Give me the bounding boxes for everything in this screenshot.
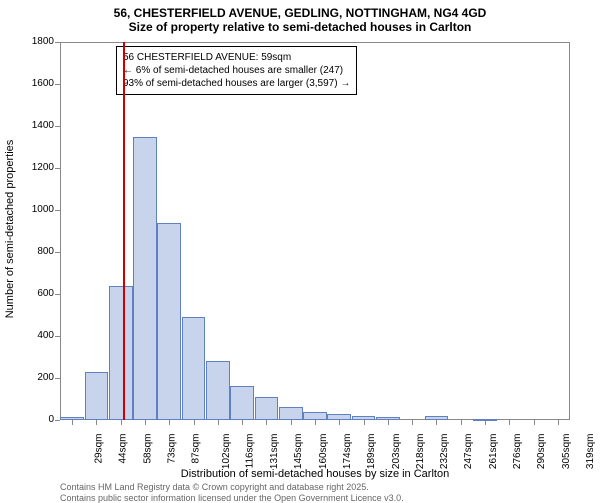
x-tick xyxy=(121,420,122,425)
chart-title-sub: Size of property relative to semi-detach… xyxy=(0,20,600,34)
x-tick xyxy=(96,420,97,425)
x-tick-label: 203sqm xyxy=(391,434,402,470)
x-tick xyxy=(558,420,559,425)
y-tick xyxy=(55,378,60,379)
histogram-bar xyxy=(206,361,230,420)
x-tick-label: 218sqm xyxy=(415,434,426,470)
x-tick-label: 174sqm xyxy=(342,434,353,470)
x-tick-label: 290sqm xyxy=(536,434,547,470)
y-tick xyxy=(55,84,60,85)
x-tick xyxy=(145,420,146,425)
y-tick-label: 1600 xyxy=(22,78,54,89)
x-tick-label: 319sqm xyxy=(585,434,596,470)
histogram-bar xyxy=(230,386,254,420)
y-tick xyxy=(55,252,60,253)
x-tick xyxy=(461,420,462,425)
y-tick xyxy=(55,126,60,127)
x-tick xyxy=(218,420,219,425)
x-tick xyxy=(388,420,389,425)
x-tick-label: 29sqm xyxy=(94,434,105,464)
y-tick xyxy=(55,336,60,337)
histogram-bar xyxy=(85,372,109,420)
histogram-bar xyxy=(109,286,133,420)
x-tick-label: 189sqm xyxy=(366,434,377,470)
x-axis-label: Distribution of semi-detached houses by … xyxy=(60,468,570,480)
histogram-bar xyxy=(157,223,181,420)
y-tick-label: 600 xyxy=(22,288,54,299)
x-tick xyxy=(266,420,267,425)
annotation-line1: 56 CHESTERFIELD AVENUE: 59sqm xyxy=(123,51,350,64)
x-tick xyxy=(315,420,316,425)
y-tick xyxy=(55,420,60,421)
y-tick-label: 1000 xyxy=(22,204,54,215)
x-tick xyxy=(364,420,365,425)
x-tick xyxy=(169,420,170,425)
x-tick-label: 116sqm xyxy=(244,434,255,469)
x-tick xyxy=(291,420,292,425)
annotation-line2: ← 6% of semi-detached houses are smaller… xyxy=(123,64,350,77)
histogram-bar xyxy=(133,137,157,421)
histogram-bar xyxy=(303,412,327,420)
annotation-box: 56 CHESTERFIELD AVENUE: 59sqm ← 6% of se… xyxy=(116,46,357,95)
x-tick-label: 145sqm xyxy=(294,434,305,470)
x-tick xyxy=(534,420,535,425)
chart-title-main: 56, CHESTERFIELD AVENUE, GEDLING, NOTTIN… xyxy=(0,0,600,20)
y-tick xyxy=(55,42,60,43)
x-tick xyxy=(194,420,195,425)
x-tick-label: 44sqm xyxy=(118,434,129,464)
footer-line1: Contains HM Land Registry data © Crown c… xyxy=(60,482,369,492)
x-tick-label: 87sqm xyxy=(191,434,202,464)
x-tick-label: 131sqm xyxy=(269,434,280,470)
histogram-bar xyxy=(279,407,303,420)
annotation-line3: 93% of semi-detached houses are larger (… xyxy=(123,77,350,90)
x-tick-label: 73sqm xyxy=(167,434,178,464)
y-tick xyxy=(55,294,60,295)
y-tick-label: 800 xyxy=(22,246,54,257)
y-tick-label: 1800 xyxy=(22,36,54,47)
x-tick-label: 232sqm xyxy=(439,434,450,470)
x-tick xyxy=(242,420,243,425)
y-tick xyxy=(55,210,60,211)
reference-line xyxy=(123,42,125,420)
x-tick-label: 305sqm xyxy=(561,434,572,470)
x-tick-label: 261sqm xyxy=(488,434,499,470)
y-tick xyxy=(55,168,60,169)
x-tick-label: 276sqm xyxy=(512,434,523,470)
x-tick xyxy=(485,420,486,425)
chart-container: 56, CHESTERFIELD AVENUE, GEDLING, NOTTIN… xyxy=(0,0,600,500)
x-tick xyxy=(339,420,340,425)
y-tick-label: 0 xyxy=(22,414,54,425)
y-axis-label: Number of semi-detached properties xyxy=(4,129,16,329)
y-tick-label: 400 xyxy=(22,330,54,341)
x-tick-label: 160sqm xyxy=(318,434,329,470)
footer-line2: Contains public sector information licen… xyxy=(60,493,404,503)
y-tick-label: 1200 xyxy=(22,162,54,173)
x-tick xyxy=(412,420,413,425)
x-tick xyxy=(72,420,73,425)
x-tick-label: 247sqm xyxy=(464,434,475,470)
y-tick-label: 1400 xyxy=(22,120,54,131)
x-tick xyxy=(436,420,437,425)
y-tick-label: 200 xyxy=(22,372,54,383)
x-tick-label: 102sqm xyxy=(221,434,232,470)
x-tick-label: 58sqm xyxy=(142,434,153,464)
histogram-bar xyxy=(255,397,279,420)
histogram-bar xyxy=(182,317,206,420)
x-tick xyxy=(509,420,510,425)
